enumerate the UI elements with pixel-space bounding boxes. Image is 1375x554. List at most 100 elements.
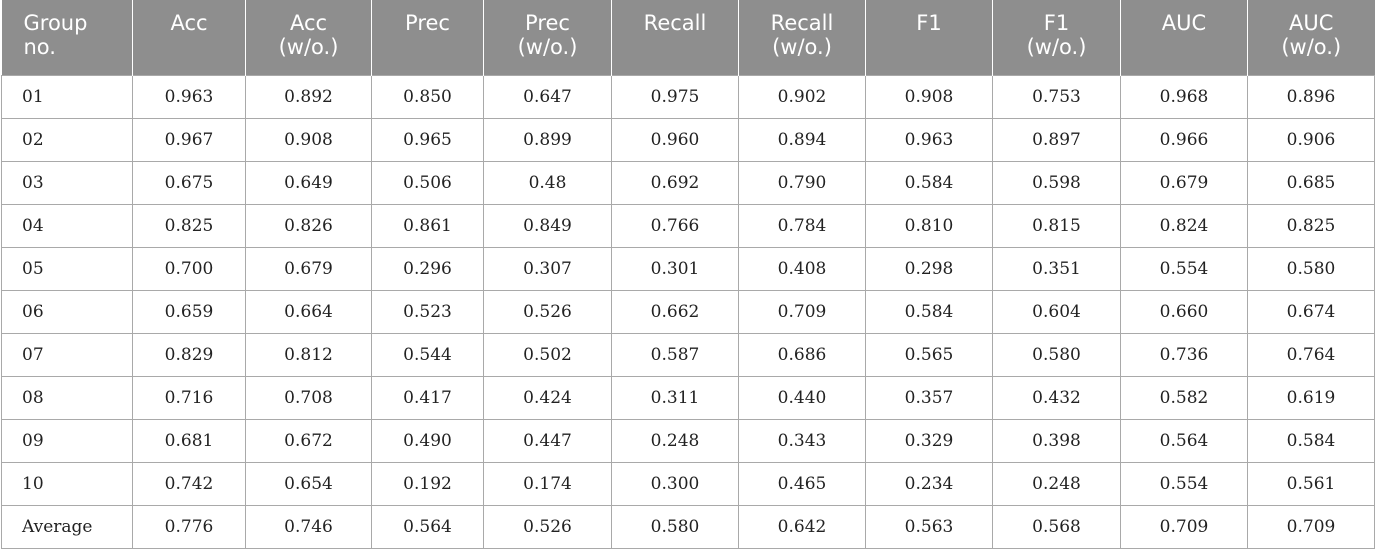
- metric-cell: 0.861: [371, 203, 484, 248]
- metric-cell: 0.647: [483, 74, 612, 119]
- metric-cell: 0.963: [865, 117, 993, 162]
- metric-cell: 0.829: [132, 332, 246, 377]
- column-header: Prec: [371, 0, 484, 75]
- metric-cell: 0.329: [865, 418, 993, 463]
- group-cell: 05: [1, 246, 133, 291]
- metric-cell: 0.432: [992, 375, 1121, 420]
- metric-cell: 0.440: [738, 375, 866, 420]
- group-cell: Average: [1, 504, 133, 549]
- metric-cell: 0.565: [865, 332, 993, 377]
- header-line: Group: [23, 11, 88, 35]
- header-line: Prec: [525, 11, 570, 35]
- metric-cell: 0.523: [371, 289, 484, 334]
- header-line: F1: [1043, 11, 1070, 35]
- column-header: AUC: [1120, 0, 1248, 75]
- metric-cell: 0.234: [865, 461, 993, 506]
- metric-cell: 0.746: [245, 504, 372, 549]
- metric-cell: 0.654: [245, 461, 372, 506]
- table-row: 10 0.742 0.654 0.192 0.174 0.300 0.465 0.234 0.2…: [1, 461, 1375, 506]
- metric-cell: 0.708: [245, 375, 372, 420]
- metric-cell: 0.301: [611, 246, 739, 291]
- metric-cell: 0.311: [611, 375, 739, 420]
- metric-cell: 0.298: [865, 246, 993, 291]
- group-cell: 07: [1, 332, 133, 377]
- metric-cell: 0.564: [371, 504, 484, 549]
- metric-cell: 0.892: [245, 74, 372, 119]
- metric-cell: 0.709: [1247, 504, 1375, 549]
- column-header: Recall (w/o.): [738, 0, 866, 75]
- column-header: F1 (w/o.): [992, 0, 1121, 75]
- metric-cell: 0.965: [371, 117, 484, 162]
- metric-cell: 0.174: [483, 461, 612, 506]
- metric-cell: 0.815: [992, 203, 1121, 248]
- metric-cell: 0.968: [1120, 74, 1248, 119]
- metric-cell: 0.896: [1247, 74, 1375, 119]
- metric-cell: 0.709: [1120, 504, 1248, 549]
- metric-cell: 0.582: [1120, 375, 1248, 420]
- metric-cell: 0.564: [1120, 418, 1248, 463]
- metric-cell: 0.490: [371, 418, 484, 463]
- metric-cell: 0.465: [738, 461, 866, 506]
- metric-cell: 0.584: [1247, 418, 1375, 463]
- metric-cell: 0.963: [132, 74, 246, 119]
- table-row: 06 0.659 0.664 0.523 0.526 0.662 0.709 0.584 0.6…: [1, 289, 1375, 334]
- column-header: Prec (w/o.): [483, 0, 612, 75]
- column-header: Group no.: [1, 0, 133, 75]
- metric-cell: 0.709: [738, 289, 866, 334]
- metric-cell: 0.526: [483, 504, 612, 549]
- metric-cell: 0.48: [483, 160, 612, 205]
- group-cell: 02: [1, 117, 133, 162]
- header-line: Recall: [643, 11, 707, 35]
- metric-cell: 0.408: [738, 246, 866, 291]
- metric-cell: 0.506: [371, 160, 484, 205]
- table-row: 02 0.967 0.908 0.965 0.899 0.960 0.894 0.963 0.8…: [1, 117, 1375, 162]
- metric-cell: 0.784: [738, 203, 866, 248]
- header-line: F1: [916, 11, 942, 35]
- group-cell: 10: [1, 461, 133, 506]
- header-line: AUC: [1161, 11, 1207, 35]
- metric-cell: 0.975: [611, 74, 739, 119]
- metric-cell: 0.664: [245, 289, 372, 334]
- metric-cell: 0.649: [245, 160, 372, 205]
- metric-cell: 0.700: [132, 246, 246, 291]
- metric-cell: 0.580: [611, 504, 739, 549]
- group-cell: 06: [1, 289, 133, 334]
- metric-cell: 0.351: [992, 246, 1121, 291]
- column-header: F1: [865, 0, 993, 75]
- metric-cell: 0.307: [483, 246, 612, 291]
- metric-cell: 0.544: [371, 332, 484, 377]
- header-line: AUC: [1289, 11, 1334, 35]
- table-row: 08 0.716 0.708 0.417 0.424 0.311 0.440 0.357 0.4…: [1, 375, 1375, 420]
- metric-cell: 0.812: [245, 332, 372, 377]
- metric-cell: 0.849: [483, 203, 612, 248]
- header-line: Acc: [170, 11, 208, 35]
- metric-cell: 0.675: [132, 160, 246, 205]
- metric-cell: 0.753: [992, 74, 1121, 119]
- metric-cell: 0.674: [1247, 289, 1375, 334]
- header-line: no.: [23, 35, 56, 59]
- column-header: Acc: [132, 0, 246, 75]
- metric-cell: 0.587: [611, 332, 739, 377]
- table-row: 09 0.681 0.672 0.490 0.447 0.248 0.343 0.329 0.3…: [1, 418, 1375, 463]
- metric-cell: 0.659: [132, 289, 246, 334]
- table-row: 01 0.963 0.892 0.850 0.647 0.975 0.902 0.908 0.7…: [1, 74, 1375, 119]
- header-line: (w/o.): [1026, 35, 1087, 59]
- metric-cell: 0.417: [371, 375, 484, 420]
- header-line: Prec: [405, 11, 450, 35]
- metric-cell: 0.679: [245, 246, 372, 291]
- header-line: (w/o.): [1281, 35, 1342, 59]
- table-body: 01 0.963 0.892 0.850 0.647 0.975 0.902 0.908 0.7…: [1, 74, 1375, 549]
- metric-cell: 0.300: [611, 461, 739, 506]
- metric-cell: 0.679: [1120, 160, 1248, 205]
- metric-cell: 0.967: [132, 117, 246, 162]
- metric-cell: 0.825: [1247, 203, 1375, 248]
- metric-cell: 0.742: [132, 461, 246, 506]
- column-header: Acc (w/o.): [245, 0, 372, 75]
- table-row-average: Average 0.776 0.746 0.564 0.526 0.580 0.642 0.5…: [1, 504, 1375, 549]
- metric-cell: 0.908: [865, 74, 993, 119]
- metric-cell: 0.825: [132, 203, 246, 248]
- metric-cell: 0.248: [611, 418, 739, 463]
- metric-cell: 0.526: [483, 289, 612, 334]
- group-cell: 09: [1, 418, 133, 463]
